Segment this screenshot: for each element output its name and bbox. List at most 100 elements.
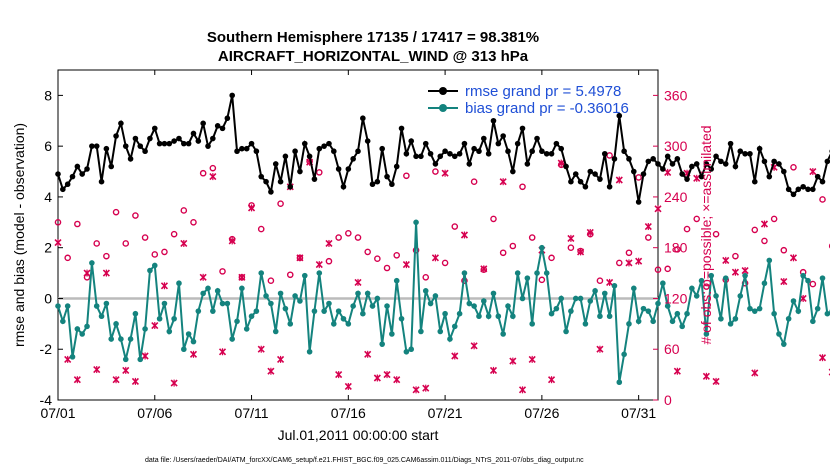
obs-possible-point [432, 168, 439, 175]
obs-assimilated-point [780, 277, 788, 286]
bias-point [311, 308, 318, 314]
obs-assimilated-point [257, 345, 265, 353]
obs-possible-point [112, 208, 120, 216]
obs-possible-point [635, 174, 642, 181]
bias-point [514, 270, 521, 276]
obs-assimilated-point [373, 374, 381, 382]
rmse-point [166, 140, 173, 147]
rmse-point [606, 183, 613, 190]
bias-point [640, 305, 647, 312]
obs-possible-point [732, 252, 739, 260]
bias-point [732, 315, 739, 322]
obs-assimilated-point [209, 173, 217, 181]
obs-assimilated-point [422, 384, 430, 392]
rmse-point [572, 171, 579, 177]
rmse-point [360, 115, 366, 122]
bias-point [248, 313, 255, 320]
obs-assimilated-point [218, 348, 227, 356]
obs-possible-point [286, 271, 294, 279]
bias-point [693, 293, 700, 299]
rmse-point [461, 140, 468, 147]
bias-point [292, 293, 298, 299]
obs-possible-point [74, 220, 81, 228]
y-axis-right: 0 60 120 180 240 300 360 [653, 87, 688, 408]
rmse-point [481, 135, 487, 142]
rmse-point [98, 178, 105, 185]
rmse-point [287, 183, 294, 190]
rmse-point [248, 140, 255, 147]
y2-tick-label: 180 [664, 240, 688, 256]
rmse-point [84, 166, 90, 172]
obs-possible-point [170, 230, 178, 238]
bias-point [456, 310, 463, 317]
obs-assimilated-point [393, 376, 401, 384]
rmse-point [761, 158, 768, 165]
obs-possible-point [190, 219, 197, 226]
obs-assimilated-point [364, 350, 372, 358]
obs-possible-point [819, 196, 826, 203]
rmse-point [369, 181, 376, 188]
y2-tick-label: 60 [664, 341, 680, 357]
x-tick-label: 07/26 [524, 405, 559, 421]
rmse-point [127, 156, 134, 162]
rmse-point [316, 145, 323, 152]
rmse-point [258, 173, 265, 180]
obs-possible-point [490, 215, 497, 223]
bias-point [384, 303, 390, 309]
obs-assimilated-point [547, 376, 556, 384]
rmse-point [776, 161, 782, 167]
rmse-point [253, 148, 260, 155]
bias-point [718, 315, 724, 322]
rmse-point [374, 178, 381, 185]
obs-assimilated-point [412, 386, 420, 394]
bias-series [55, 219, 830, 386]
y-tick-label: 8 [44, 87, 52, 103]
rmse-point [727, 140, 734, 147]
obs-assimilated-point [557, 159, 565, 167]
obs-assimilated-point [596, 345, 604, 353]
rmse-point [592, 171, 598, 177]
obs-possible-point [548, 254, 555, 262]
bias-point [495, 313, 502, 320]
bias-point [606, 313, 613, 320]
obs-possible-point [596, 277, 604, 284]
rmse-point [151, 125, 158, 132]
rmse-point [568, 178, 574, 185]
bias-point [331, 321, 337, 327]
rmse-point [171, 138, 177, 144]
rmse-point [321, 143, 327, 149]
rmse-point [795, 186, 802, 193]
bias-point [316, 270, 323, 276]
bias-point [698, 277, 705, 284]
rmse-point [427, 150, 434, 157]
rmse-point [456, 150, 463, 157]
obs-assimilated-point [354, 278, 362, 286]
obs-possible-point [403, 172, 410, 180]
bias-point [408, 346, 415, 353]
rmse-point [781, 168, 787, 175]
bias-point [447, 336, 453, 342]
bias-point [800, 272, 806, 279]
y2-tick-label: 300 [664, 138, 688, 154]
rmse-point [403, 150, 410, 157]
rmse-point [689, 163, 695, 170]
bias-point [558, 295, 565, 302]
bias-point [795, 308, 802, 314]
bias-point [650, 318, 656, 325]
bias-point [413, 219, 419, 226]
bias-point [519, 295, 526, 302]
rmse-point [703, 161, 710, 167]
obs-assimilated-point [402, 261, 410, 269]
rmse-point [185, 140, 192, 147]
obs-possible-point [93, 240, 101, 247]
obs-assimilated-point [112, 376, 120, 384]
rmse-point [297, 168, 303, 175]
rmse-point [355, 148, 361, 155]
rmse-point [514, 140, 521, 147]
obs-assimilated-point [751, 369, 759, 377]
rmse-point [631, 168, 637, 175]
bias-point [74, 326, 81, 332]
bias-point [282, 305, 289, 312]
bias-point [819, 275, 826, 281]
obs-assimilated-point [199, 273, 207, 281]
